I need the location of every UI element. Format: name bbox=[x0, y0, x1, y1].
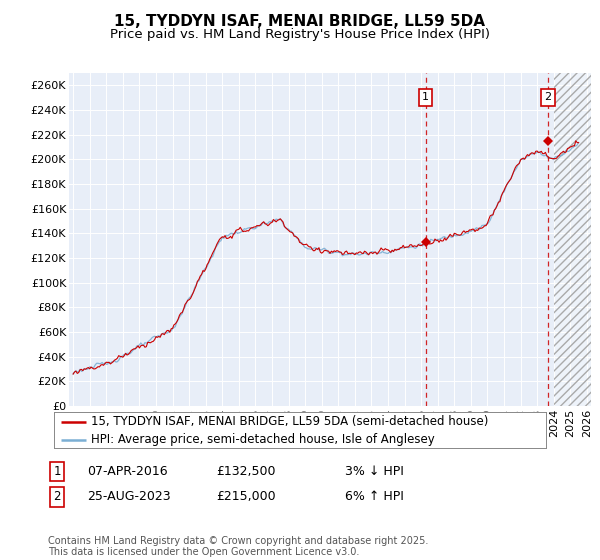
Text: 6% ↑ HPI: 6% ↑ HPI bbox=[345, 490, 404, 503]
Text: 25-AUG-2023: 25-AUG-2023 bbox=[87, 490, 170, 503]
Text: £132,500: £132,500 bbox=[216, 465, 275, 478]
Text: 2: 2 bbox=[53, 490, 61, 503]
Text: HPI: Average price, semi-detached house, Isle of Anglesey: HPI: Average price, semi-detached house,… bbox=[91, 433, 434, 446]
Text: 2: 2 bbox=[544, 92, 551, 102]
Text: 07-APR-2016: 07-APR-2016 bbox=[87, 465, 167, 478]
Text: 15, TYDDYN ISAF, MENAI BRIDGE, LL59 5DA (semi-detached house): 15, TYDDYN ISAF, MENAI BRIDGE, LL59 5DA … bbox=[91, 416, 488, 428]
Text: 1: 1 bbox=[53, 465, 61, 478]
Text: 3% ↓ HPI: 3% ↓ HPI bbox=[345, 465, 404, 478]
Text: Price paid vs. HM Land Registry's House Price Index (HPI): Price paid vs. HM Land Registry's House … bbox=[110, 28, 490, 41]
Text: £215,000: £215,000 bbox=[216, 490, 275, 503]
Text: 15, TYDDYN ISAF, MENAI BRIDGE, LL59 5DA: 15, TYDDYN ISAF, MENAI BRIDGE, LL59 5DA bbox=[115, 14, 485, 29]
Bar bbox=[554, 73, 591, 406]
Text: Contains HM Land Registry data © Crown copyright and database right 2025.
This d: Contains HM Land Registry data © Crown c… bbox=[48, 535, 428, 557]
Text: 1: 1 bbox=[422, 92, 429, 102]
Bar bbox=[554, 73, 591, 406]
